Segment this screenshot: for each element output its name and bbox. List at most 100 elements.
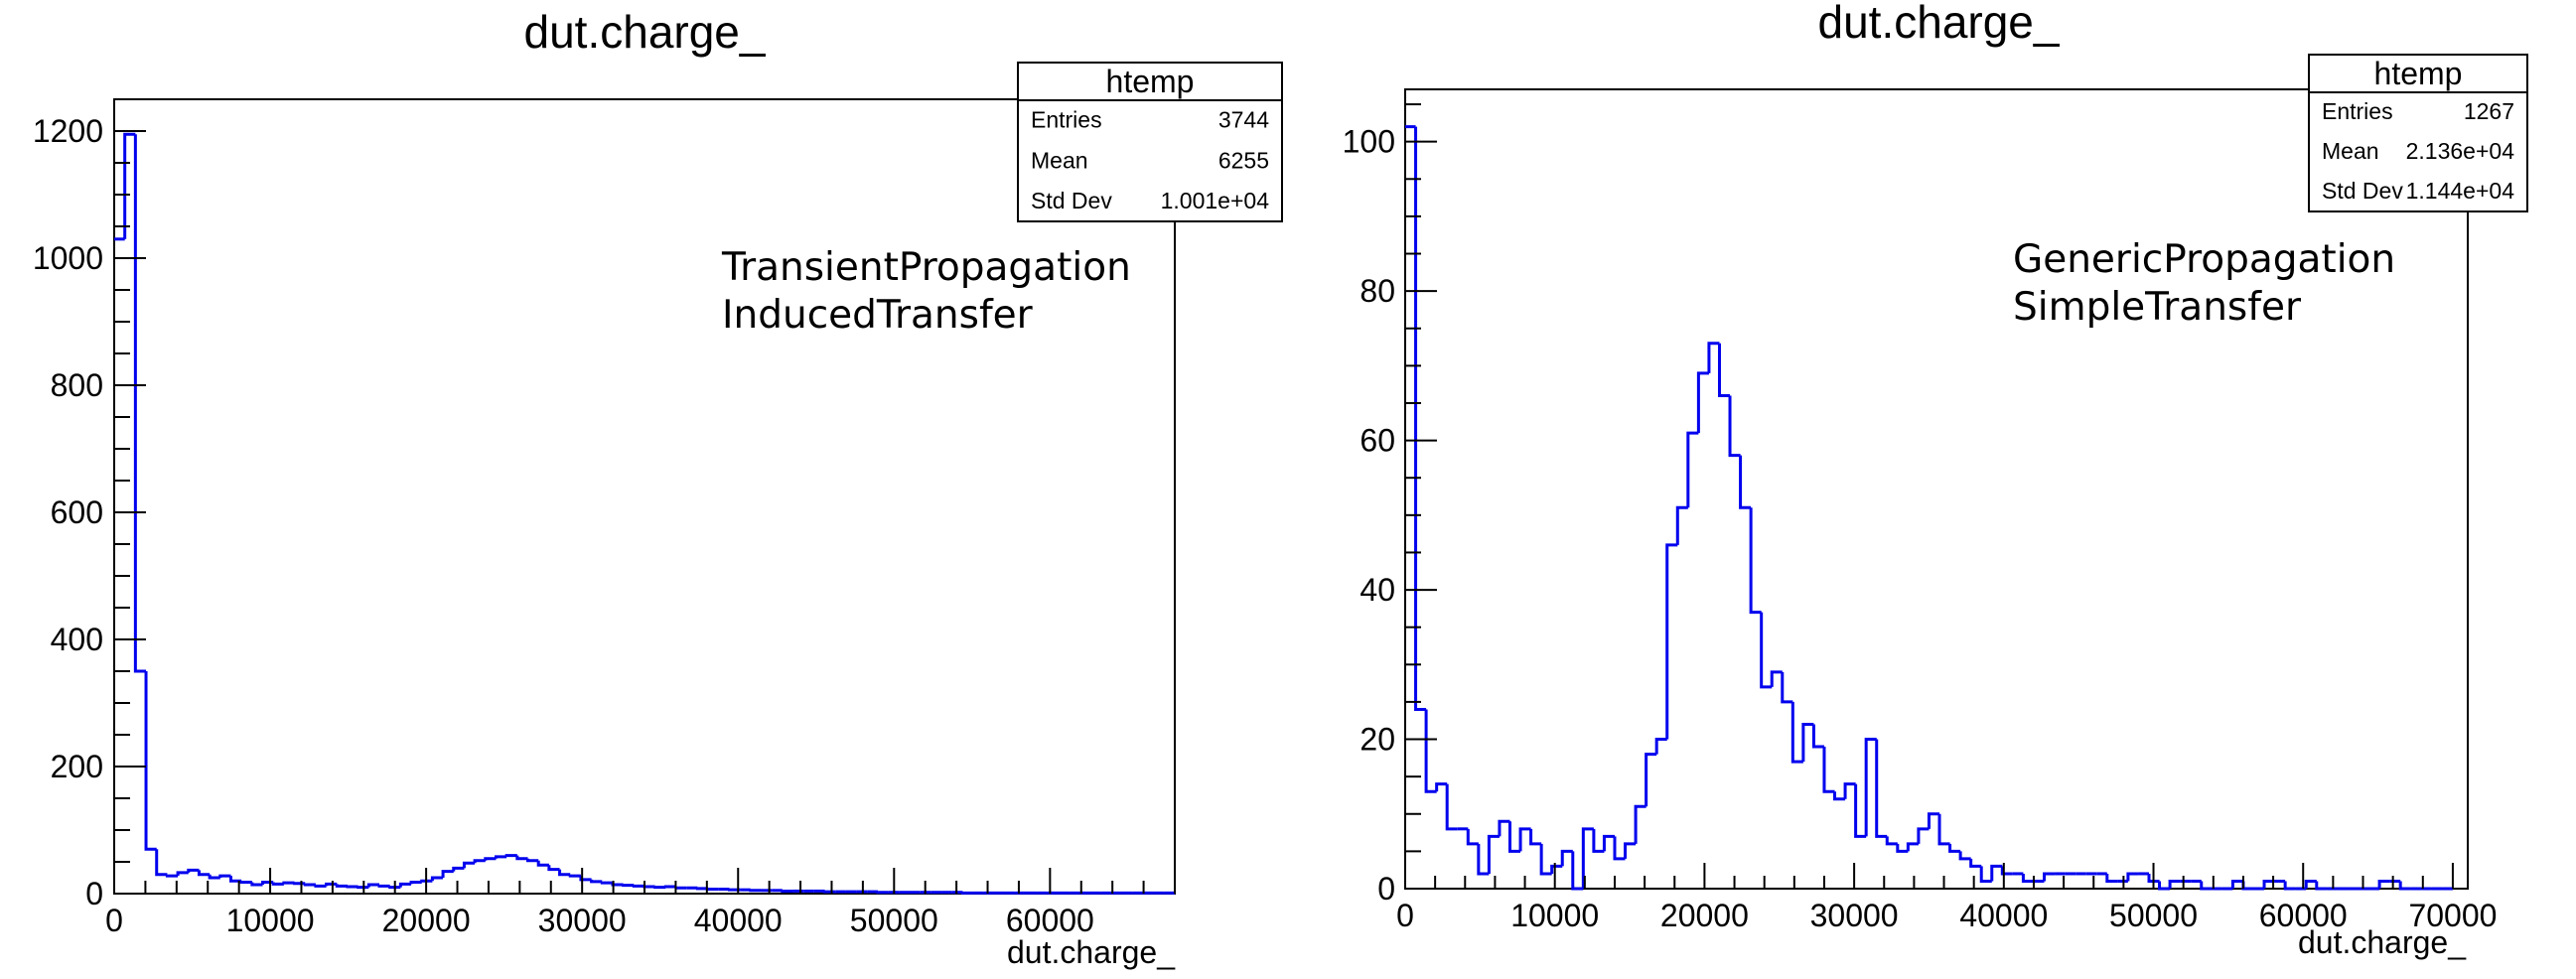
histogram-bin [133, 134, 147, 673]
histogram-bin [218, 874, 231, 878]
y-tick-label: 0 [1377, 871, 1395, 907]
histogram-bin [1498, 819, 1510, 837]
stats-row-label: Mean [1031, 147, 1088, 173]
stats-box-name: htemp [2374, 56, 2463, 91]
histogram-bin [1675, 505, 1688, 545]
histogram-bin [1990, 864, 2003, 882]
y-tick-label: 0 [85, 876, 103, 911]
histogram-bin [1958, 851, 1971, 861]
histogram-bin [1550, 864, 1563, 874]
histogram-bin [123, 132, 136, 239]
histogram-bin [632, 884, 644, 888]
histogram-bin [2377, 879, 2390, 889]
histogram-bin [960, 891, 974, 895]
histogram-bin [1822, 747, 1835, 793]
histogram-bin [1645, 753, 1657, 807]
x-tick-label: 10000 [1510, 898, 1599, 933]
annotation-text: TransientPropagation [721, 245, 1131, 290]
histogram-bin [558, 869, 571, 877]
histogram-bin [536, 860, 549, 867]
histogram-bin [1864, 738, 1877, 837]
histogram-bin [1833, 791, 1846, 801]
histogram-bin [547, 865, 560, 872]
stats-box-frame [2308, 54, 2528, 212]
histogram-bin [600, 881, 613, 885]
stats-row-value: 1.144e+04 [2406, 178, 2515, 204]
histogram-bin [674, 886, 687, 890]
histogram-bin [1906, 842, 1919, 852]
histogram-bin [504, 854, 517, 858]
histogram-bin [1477, 843, 1490, 876]
y-tick-label: 40 [1360, 572, 1395, 608]
histogram-bin [823, 890, 836, 894]
histogram-bin [2158, 881, 2171, 891]
histogram-bin [2147, 873, 2160, 883]
histogram-bin [1707, 342, 1720, 373]
histogram-bin [452, 866, 465, 872]
x-tick-label: 30000 [1810, 898, 1899, 933]
histogram-bin [1927, 812, 1940, 829]
annotation-text: GenericPropagation [2013, 237, 2395, 282]
histogram-bin [484, 857, 497, 861]
histogram-bin [2315, 881, 2328, 891]
y-tick-label: 80 [1360, 273, 1395, 309]
histogram-bin [876, 891, 889, 895]
histogram-bin [526, 858, 539, 863]
histogram-bin [579, 876, 592, 882]
histogram-bin [197, 870, 211, 877]
histogram-bin [228, 876, 242, 883]
histogram-bin [749, 889, 762, 893]
histogram-bin [388, 886, 401, 890]
stats-row-label: Mean [2322, 138, 2379, 164]
y-tick-label: 800 [51, 367, 103, 403]
histogram-bin [2283, 881, 2296, 891]
histogram-bin [1790, 701, 1803, 764]
histogram-bin [1885, 836, 1898, 846]
histogram-bin [2398, 881, 2411, 891]
y-tick-label: 400 [51, 622, 103, 657]
histogram-bin [653, 886, 666, 890]
histogram-bin [1843, 782, 1856, 799]
y-tick-label: 200 [51, 749, 103, 784]
stats-row-value: 1267 [2464, 98, 2514, 124]
histogram-bin [187, 868, 200, 873]
histogram-bin [409, 880, 422, 885]
histogram-bin [155, 849, 168, 877]
histogram-bin [1613, 836, 1626, 861]
histogram-bin [1487, 834, 1500, 874]
stats-row-value: 1.001e+04 [1161, 188, 1270, 213]
histogram-bin [335, 884, 348, 888]
histogram-bin [1539, 843, 1552, 876]
histogram-bin [1507, 821, 1521, 853]
histogram-bin [346, 885, 358, 889]
histogram-bin [1781, 671, 1793, 704]
histogram-bin [568, 874, 581, 878]
histogram-bin [706, 888, 719, 892]
histogram-bin [1424, 709, 1437, 793]
histogram-bin [1665, 543, 1678, 740]
histogram-bin [165, 874, 179, 878]
histogram-bin [2168, 879, 2181, 889]
x-tick-label: 40000 [694, 903, 783, 938]
histogram-bin [1770, 670, 1783, 687]
x-tick-label: 0 [105, 903, 123, 938]
chart-title: dut.charge_ [1818, 0, 2061, 48]
histogram-bin [144, 671, 157, 851]
histogram-bin [377, 884, 390, 888]
x-tick-label: 60000 [2259, 898, 2348, 933]
x-axis-label: dut.charge_ [1007, 934, 1176, 970]
y-tick-label: 60 [1360, 423, 1395, 459]
histogram-bin [441, 870, 454, 878]
x-tick-label: 40000 [1959, 898, 2048, 933]
histogram-bin [430, 876, 444, 882]
histogram-bin [781, 889, 793, 893]
y-tick-label: 600 [51, 494, 103, 530]
histogram-bin [2000, 866, 2013, 876]
histogram-bin [239, 880, 252, 884]
histogram-bin [2304, 879, 2317, 889]
stats-row-label: Std Dev [2322, 178, 2403, 204]
histogram-bin [1739, 455, 1752, 509]
y-tick-label: 20 [1360, 722, 1395, 758]
